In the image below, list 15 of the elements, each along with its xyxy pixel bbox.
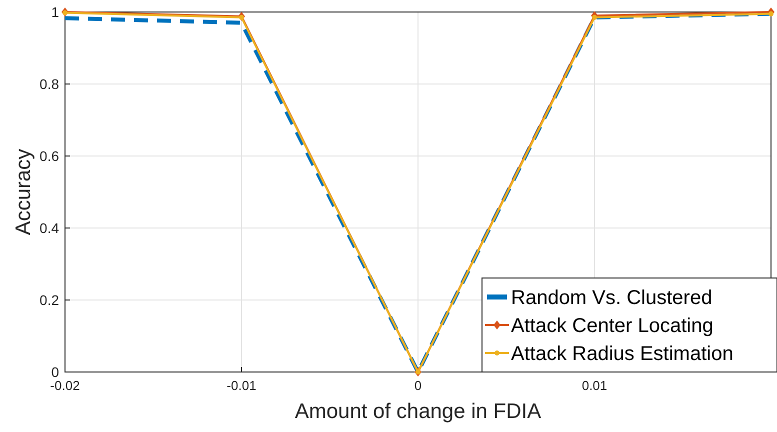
x-tick-label: 0 [414, 378, 422, 393]
x-tick-label: 0.01 [582, 378, 608, 393]
y-tick-label: 0 [51, 364, 60, 380]
x-axis-title: Amount of change in FDIA [294, 400, 542, 423]
x-tick-label: -0.02 [50, 378, 80, 393]
y-tick-label: 0.6 [40, 148, 60, 164]
y-tick-label: 0.2 [40, 292, 60, 308]
y-axis-title: Accuracy [12, 148, 35, 236]
y-tick-label: 0.4 [40, 220, 60, 236]
x-tick-label: -0.01 [226, 378, 256, 393]
y-tick-label: 0.8 [40, 76, 60, 92]
legend-label: Attack Center Locating [511, 315, 714, 337]
legend-label: Attack Radius Estimation [511, 343, 734, 365]
y-tick-label: 1 [51, 4, 60, 20]
legend-label: Random Vs. Clustered [511, 287, 712, 309]
